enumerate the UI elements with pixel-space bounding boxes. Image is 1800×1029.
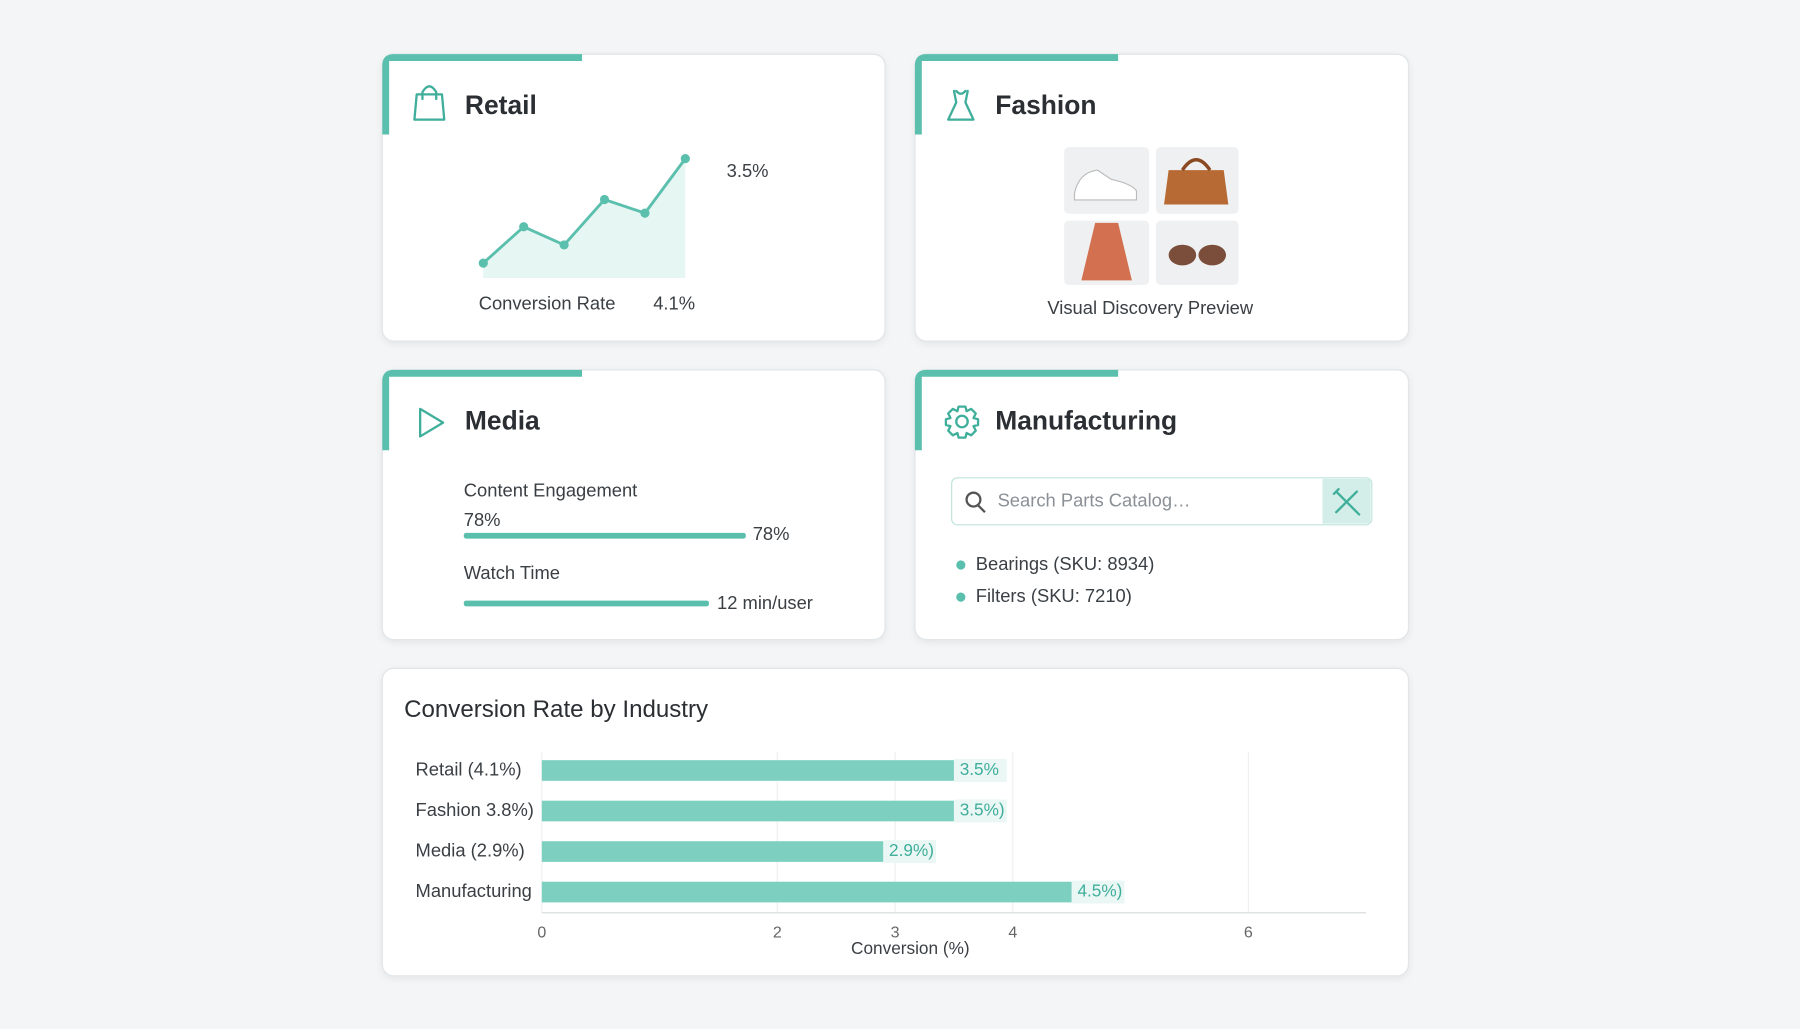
metric-value: 78% <box>464 509 501 530</box>
bar <box>541 800 954 822</box>
value-label: 4.5%) <box>1077 881 1122 901</box>
x-tick-label: 3 <box>891 924 900 942</box>
handbag <box>1164 170 1229 205</box>
y-tick-label: Media (2.9%) <box>416 839 525 860</box>
value-label-bg <box>953 799 1007 823</box>
sparkline-point <box>680 154 690 164</box>
y-tick-label: Manufacturing <box>416 880 532 901</box>
card-title: Media <box>465 406 540 436</box>
progress-bar <box>463 600 709 607</box>
card-title: Fashion <box>995 90 1096 120</box>
x-tick-label: 0 <box>537 924 546 942</box>
lens <box>1168 244 1197 266</box>
shoe <box>1073 169 1138 201</box>
bullet <box>956 592 966 602</box>
sparkline-point <box>559 240 569 250</box>
sparkline-area <box>483 158 686 279</box>
media-card <box>381 369 886 641</box>
dress-icon <box>947 89 975 121</box>
bar <box>541 760 954 781</box>
retail-card <box>381 53 886 342</box>
search-placeholder[interactable]: Search Parts Catalog… <box>998 490 1191 511</box>
tools-icon <box>1332 488 1361 516</box>
search-icon <box>965 491 982 508</box>
value-label-bg <box>1071 880 1125 904</box>
sparkline-point <box>478 258 488 268</box>
bullet <box>956 560 966 570</box>
metric-name: Content Engagement <box>464 479 638 500</box>
sparkline-point <box>640 208 650 218</box>
sparkline-point <box>519 222 529 232</box>
progress-bar <box>463 532 746 539</box>
search-icon <box>977 504 986 514</box>
x-axis-label: Conversion (%) <box>851 938 970 958</box>
value-label-bg <box>953 759 1007 782</box>
value-label: 2.9%) <box>889 840 934 860</box>
card-title: Retail <box>465 90 537 120</box>
metric-name: Watch Time <box>464 562 560 583</box>
caption: Visual Discovery Preview <box>1047 297 1254 318</box>
progress-value: 78% <box>753 523 790 544</box>
card-title: Manufacturing <box>995 406 1177 436</box>
product-tile <box>1155 220 1239 285</box>
sparkline-value: 3.5% <box>727 160 769 181</box>
metric-label: Conversion Rate <box>479 292 616 313</box>
sparkline <box>482 157 687 265</box>
list-item: Bearings (SKU: 8934) <box>976 553 1155 574</box>
value-label: 3.5%) <box>960 800 1005 820</box>
sparkline-point <box>599 194 610 205</box>
bar <box>541 841 884 862</box>
y-tick-label: Fashion 3.8%) <box>416 799 534 820</box>
metric-value: 4.1% <box>653 292 695 313</box>
gear-icon <box>944 405 980 439</box>
bag-icon <box>413 85 446 121</box>
skirt <box>1081 222 1132 281</box>
value-label-bg <box>883 840 937 864</box>
x-tick-label: 4 <box>1008 924 1017 942</box>
value-label: 3.5% <box>960 759 999 779</box>
handbag-strap <box>1180 158 1212 172</box>
bar <box>541 881 1072 903</box>
progress-value: 12 min/user <box>717 592 813 613</box>
x-tick-label: 6 <box>1244 924 1253 942</box>
play-icon <box>419 407 445 438</box>
lens <box>1198 244 1227 266</box>
chart-title: Conversion Rate by Industry <box>404 696 708 723</box>
gear-center <box>955 414 969 429</box>
gear-outline <box>944 405 980 439</box>
x-tick-label: 2 <box>773 924 782 942</box>
y-tick-label: Retail (4.1%) <box>416 758 522 779</box>
search-box[interactable] <box>951 477 1373 526</box>
list-item: Filters (SKU: 7210) <box>976 585 1132 606</box>
product-grid <box>1064 147 1239 285</box>
